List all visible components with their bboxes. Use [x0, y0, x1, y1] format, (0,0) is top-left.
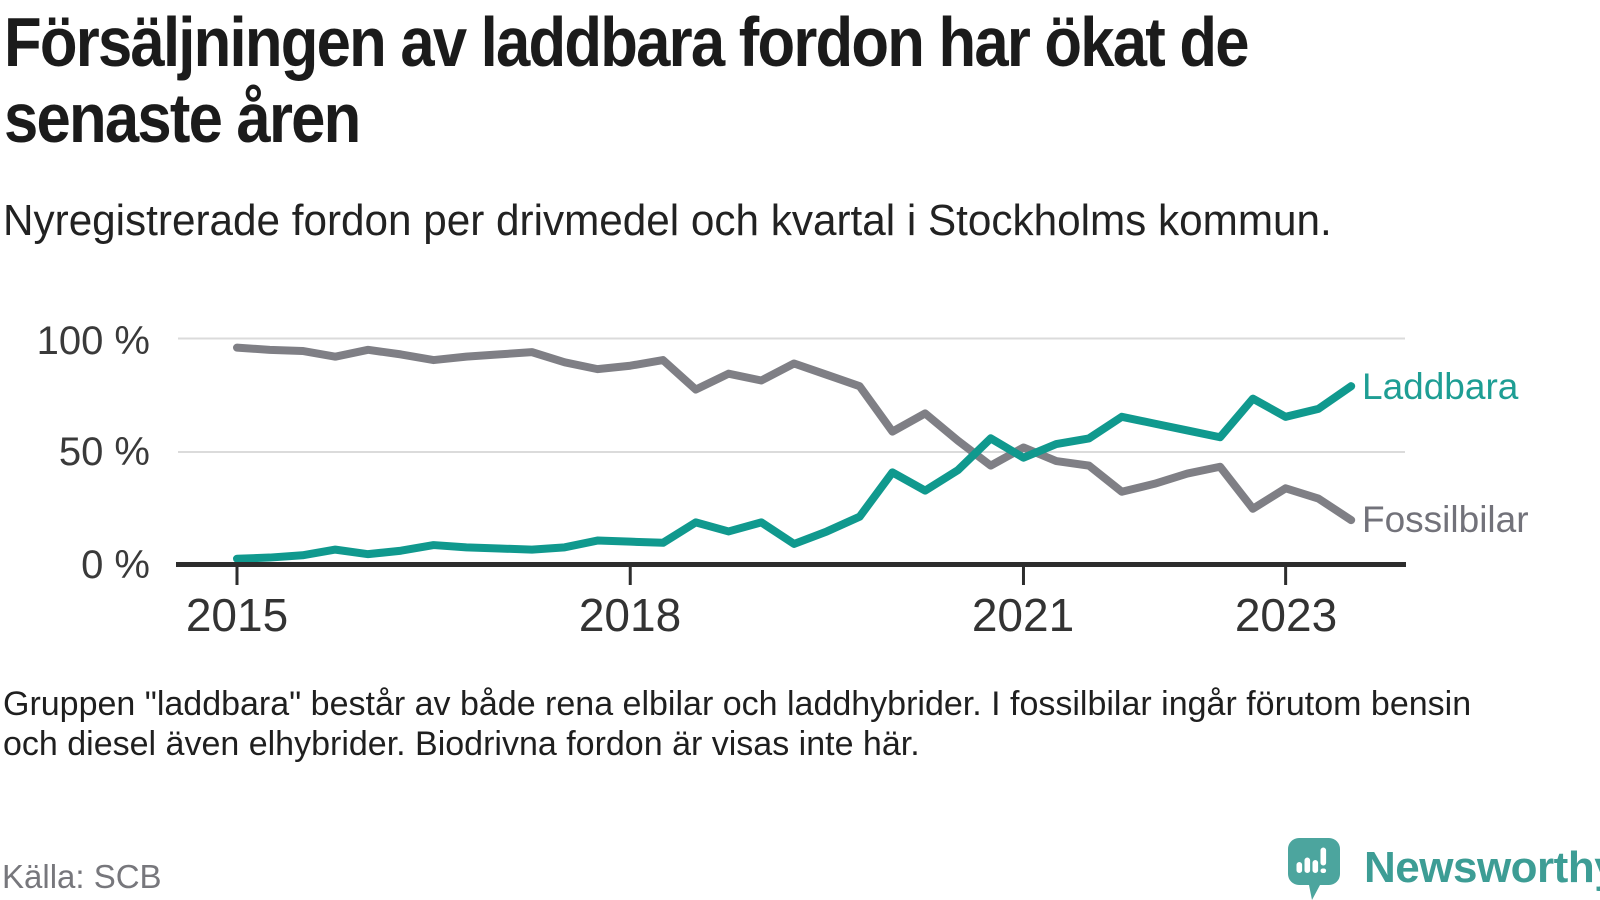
page-title: Försäljningen av laddbara fordon har öka…: [4, 4, 1482, 156]
source-note: Källa: SCB: [2, 858, 162, 895]
x-axis-label-2021: 2021: [971, 589, 1075, 641]
logo-exclamation-bar: [1320, 847, 1327, 866]
series-label-laddbara: Laddbara: [1362, 366, 1519, 407]
footnote-line-2: och diesel även elhybrider. Biodrivna fo…: [3, 725, 920, 763]
newsworthy-logo-text: Newsworthy: [1364, 843, 1600, 892]
chart-subtitle: Nyregistrerade fordon per drivmedel och …: [3, 196, 1332, 245]
footnote-line-1: Gruppen "laddbara" består av både rena e…: [3, 685, 1472, 723]
title-line-1: Försäljningen av laddbara fordon har öka…: [4, 3, 1250, 81]
y-axis-label-0: 0 %: [81, 543, 150, 587]
newsworthy-branding: Newsworthy: [1288, 838, 1600, 900]
logo-bar-3: [1312, 860, 1319, 873]
title-line-2: senaste åren: [4, 79, 361, 157]
series-label-fossilbilar: Fossilbilar: [1362, 499, 1529, 540]
x-axis-label-2015: 2015: [185, 589, 289, 641]
x-axis-label-2018: 2018: [578, 589, 682, 641]
logo-exclamation-dot: [1320, 868, 1327, 873]
newsworthy-logo-icon: [1288, 838, 1340, 900]
chart-footnote: Gruppen "laddbara" består av både rena e…: [3, 684, 1563, 764]
logo-bar-2: [1304, 857, 1311, 873]
y-axis-label-50: 50 %: [58, 430, 150, 474]
logo-bar-1: [1296, 862, 1303, 873]
y-axis-label-100: 100 %: [36, 319, 150, 363]
x-axis-label-2023: 2023: [1234, 589, 1338, 641]
